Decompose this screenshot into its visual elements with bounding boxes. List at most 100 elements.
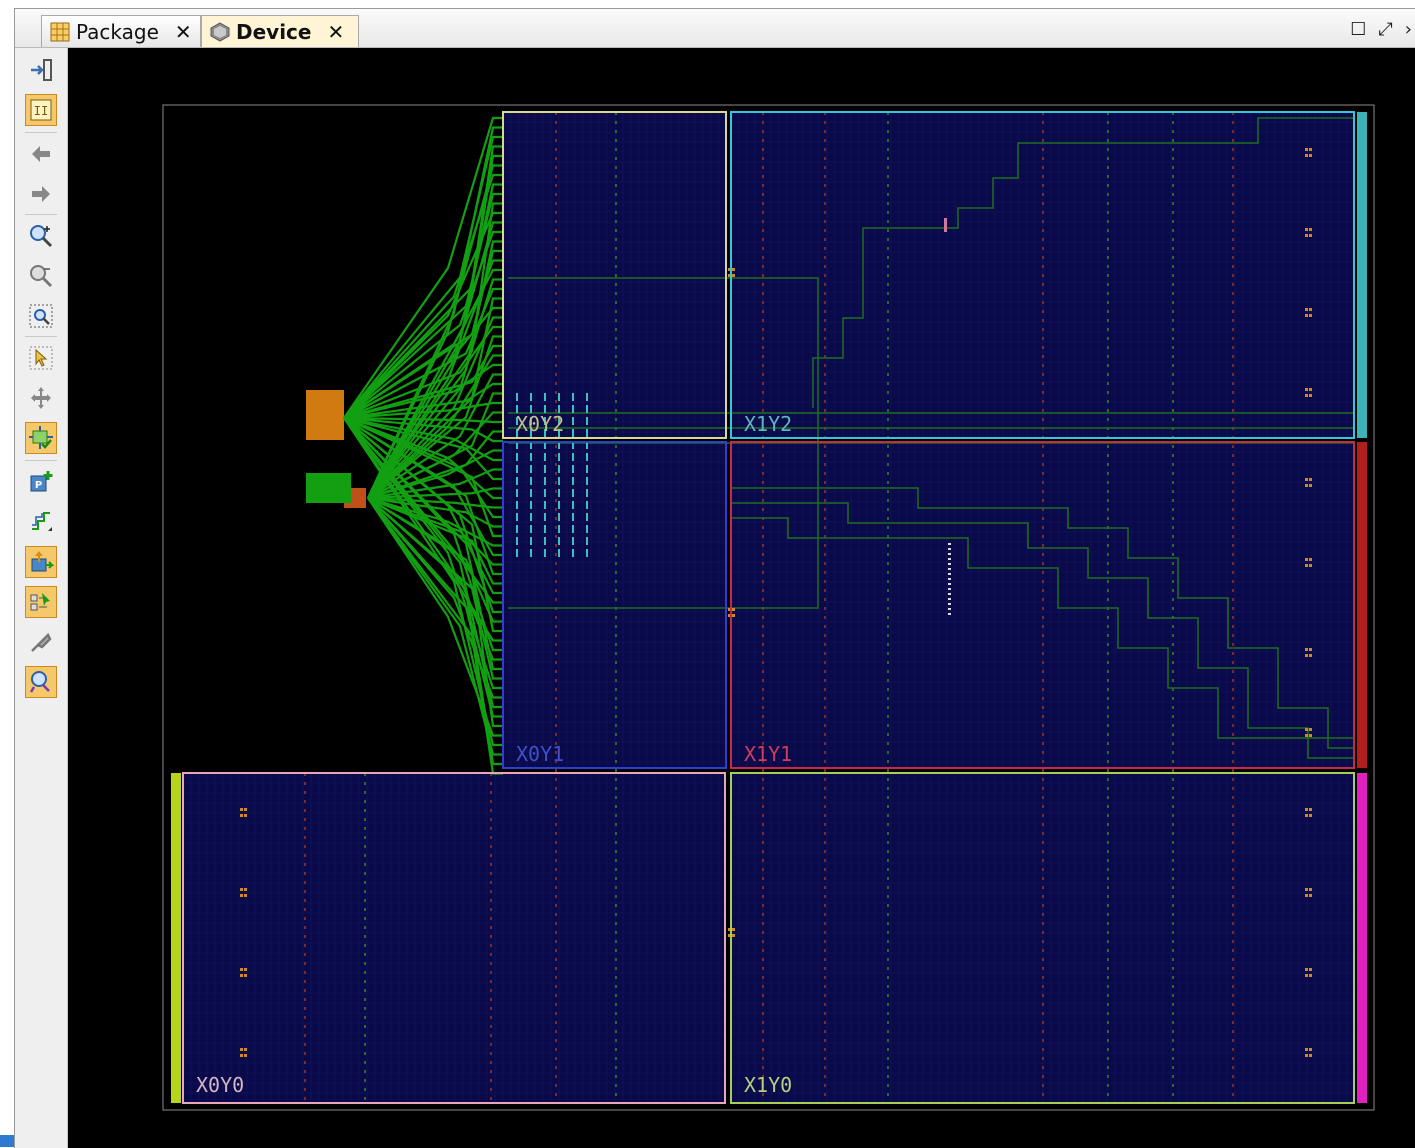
placed-cell [1305,154,1308,157]
tab-bar: Package ✕ Device ✕ ☐ ⤢ › [15,9,1415,48]
logic-cell [544,489,546,497]
logic-cell [572,465,574,473]
logic-cell [572,549,574,557]
tab-package[interactable]: Package ✕ [41,15,201,47]
tab-device[interactable]: Device ✕ [201,15,359,47]
logic-cell [544,405,546,413]
more-icon[interactable]: › [1404,19,1412,40]
device-canvas[interactable]: X0Y2 X1Y2 X0Y1 X1Y1 X0Y0 X1Y0 [68,48,1415,1148]
zoom-in-icon [30,225,53,248]
logic-cell [558,549,560,557]
zoom-in-button[interactable] [25,220,57,252]
routing-bundle [343,116,503,775]
logic-cell [586,417,588,425]
logic-cell [516,513,518,521]
placed-cell [1309,808,1312,811]
placed-cell [1309,308,1312,311]
maximize-icon[interactable]: ☐ [1350,19,1367,40]
placed-cell [728,608,731,611]
placed-cell [1309,314,1312,317]
zoom-fit-icon [29,304,53,328]
logic-cell [530,489,532,497]
tab-package-close-icon[interactable]: ✕ [174,19,192,44]
placed-cell [948,568,951,570]
placed-cell [1309,388,1312,391]
placed-cell [728,934,731,937]
back-button[interactable] [25,138,57,170]
zoom-out-icon [30,265,53,288]
logic-cell [530,441,532,449]
logic-cell [586,513,588,521]
logic-cell [530,513,532,521]
logic-cell [572,453,574,461]
placed-cell [1309,728,1312,731]
zoom-out-button[interactable] [25,260,57,292]
clock-region-label: X1Y2 [744,412,792,436]
auto-fit-button[interactable]: II [25,94,57,126]
placed-cell [1309,654,1312,657]
placed-cell [948,543,951,545]
logic-cell [558,429,560,437]
logic-cell [572,501,574,509]
clock-region-label: X0Y1 [516,742,564,766]
placed-cell [948,563,951,565]
add-pblock-button[interactable]: P [25,466,57,498]
logic-cell [516,489,518,497]
placed-cell [1305,728,1308,731]
svg-text:P: P [35,480,42,491]
io-bank-x1y2 [1357,112,1367,438]
route-toggle-button[interactable] [25,422,57,454]
unplace-icon [31,632,52,652]
routing-source [306,473,351,503]
clock-region-x0y2 [502,111,727,439]
place-io-button[interactable] [25,546,57,578]
placed-cell [948,558,951,560]
logic-cell [530,537,532,545]
placed-cell [1309,814,1312,817]
restore-icon[interactable]: ⤢ [1378,19,1393,40]
placed-cell [1305,894,1308,897]
logic-cell [516,537,518,545]
logic-cell [516,549,518,557]
left-gutter [0,0,14,1147]
fit-selection-icon [31,59,52,81]
placed-cell [1309,894,1312,897]
logic-cell [586,465,588,473]
routing-resources-button[interactable] [25,506,57,538]
forward-button[interactable] [25,178,57,210]
placed-cell [1305,388,1308,391]
placed-cell [244,968,247,971]
highlight-button[interactable] [25,666,57,698]
placed-cell [948,593,951,595]
clock-region-x0y1 [502,441,727,769]
placed-cell [1305,564,1308,567]
logic-cell [516,393,518,401]
placed-cell [1305,648,1308,651]
fit-selection-button[interactable] [25,54,57,86]
clock-region-x1y2 [730,111,1355,439]
placed-cell [1309,1054,1312,1057]
window-controls: ☐ ⤢ › [1350,19,1412,40]
logic-cell [586,429,588,437]
io-block [306,390,344,440]
placed-cell [240,814,243,817]
move-button[interactable] [25,382,57,414]
placed-cell [1309,154,1312,157]
placed-cell [244,814,247,817]
placed-cell [1305,314,1308,317]
logic-cell [586,525,588,533]
device-view[interactable]: X0Y2 X1Y2 X0Y1 X1Y1 X0Y0 X1Y0 [68,48,1415,1148]
select-button[interactable] [25,342,57,374]
placed-cell [1309,484,1312,487]
placed-cell [1305,734,1308,737]
unplace-button[interactable] [25,626,57,658]
tab-device-close-icon[interactable]: ✕ [327,19,345,44]
logic-cell [586,393,588,401]
logic-cell [544,393,546,401]
move-icon [31,387,51,409]
placed-cell [240,888,243,891]
zoom-fit-button[interactable] [25,300,57,332]
placed-cell [1309,564,1312,567]
back-arrow-icon [32,146,50,162]
autoplace-button[interactable] [25,586,57,618]
